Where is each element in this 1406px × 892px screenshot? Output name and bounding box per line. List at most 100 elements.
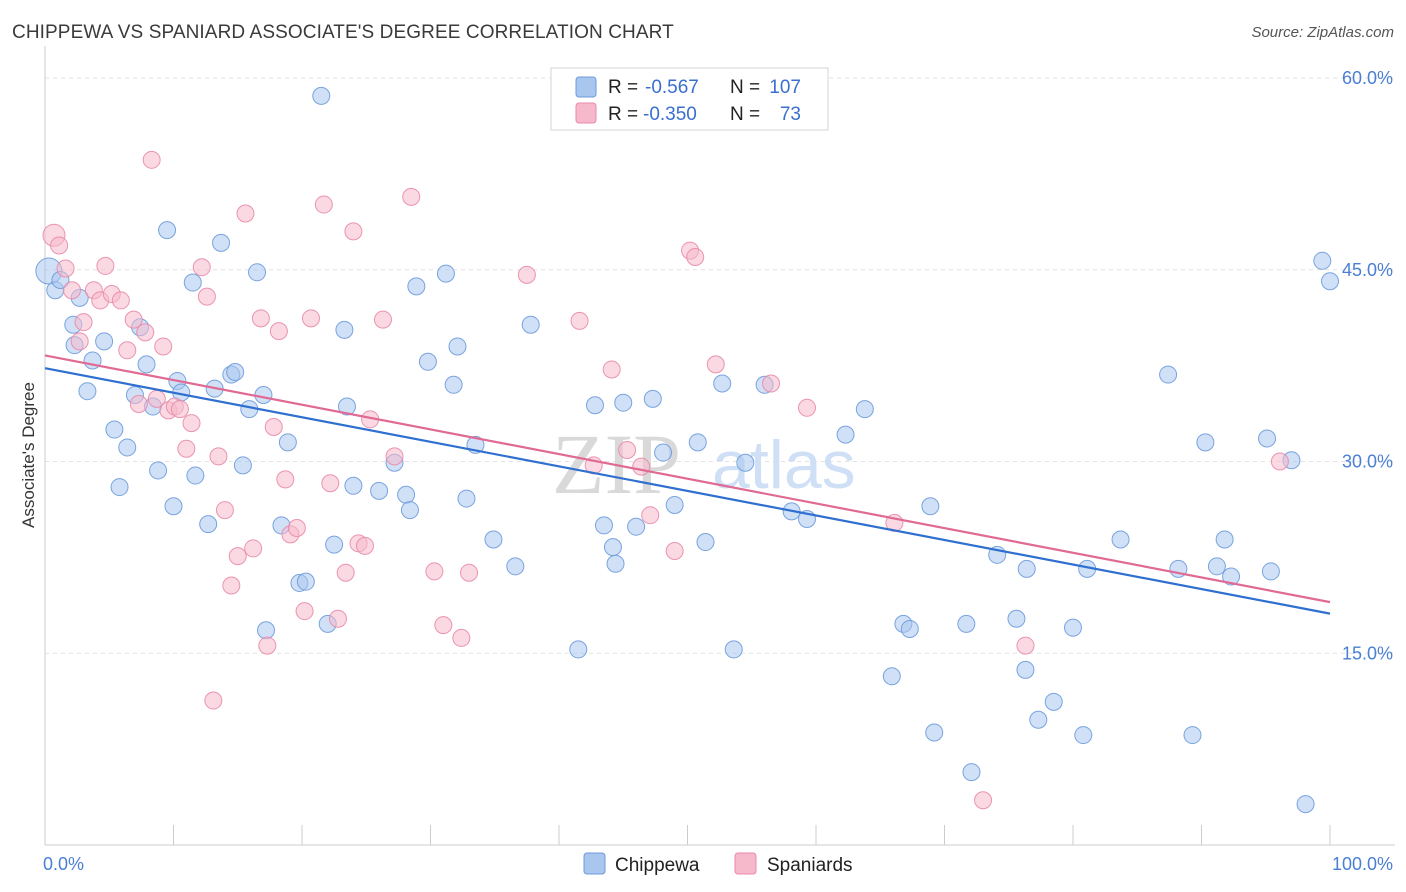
point-spaniards	[50, 236, 69, 255]
legend-frame	[550, 67, 829, 131]
point-chippewa	[665, 495, 684, 514]
point-spaniards	[236, 204, 255, 223]
point-chippewa	[900, 619, 919, 638]
point-chippewa	[957, 614, 976, 633]
point-spaniards	[204, 691, 223, 710]
point-chippewa	[254, 386, 273, 405]
source-credit: Source: ZipAtlas.com	[1251, 24, 1394, 41]
point-spaniards	[344, 222, 363, 241]
point-spaniards	[434, 616, 453, 635]
point-chippewa	[1111, 530, 1130, 549]
point-chippewa	[921, 497, 940, 516]
point-chippewa	[1183, 726, 1202, 745]
point-spaniards	[328, 609, 347, 628]
point-spaniards	[258, 636, 277, 655]
legend-n-value-1: 107	[769, 77, 801, 98]
x-tick-label: 100.0%	[1332, 854, 1393, 874]
point-chippewa	[436, 264, 455, 283]
data-points	[35, 86, 1339, 814]
y-tick-label: 60.0%	[1342, 68, 1393, 88]
point-spaniards	[197, 287, 216, 306]
point-spaniards	[355, 536, 374, 555]
point-spaniards	[974, 791, 993, 810]
point-spaniards	[154, 337, 173, 356]
point-spaniards	[251, 309, 270, 328]
point-chippewa	[606, 554, 625, 573]
y-axis-label: Associate's Degree	[19, 382, 38, 528]
point-spaniards	[686, 247, 705, 266]
point-chippewa	[484, 530, 503, 549]
point-spaniards	[177, 439, 196, 458]
point-spaniards	[1016, 636, 1035, 655]
y-tick-label: 15.0%	[1342, 643, 1393, 663]
y-tick-label: 45.0%	[1342, 260, 1393, 280]
point-chippewa	[736, 453, 755, 472]
point-chippewa	[1296, 795, 1315, 814]
point-chippewa	[407, 277, 426, 296]
point-spaniards	[402, 187, 421, 206]
point-spaniards	[129, 394, 148, 413]
point-chippewa	[882, 667, 901, 686]
point-spaniards	[215, 501, 234, 520]
point-spaniards	[314, 195, 333, 214]
trend-line-chippewa	[44, 367, 1331, 615]
point-spaniards	[632, 457, 651, 476]
point-chippewa	[312, 86, 331, 105]
point-spaniards	[264, 417, 283, 436]
axes	[44, 46, 1395, 846]
point-spaniards	[1270, 452, 1289, 471]
point-chippewa	[836, 425, 855, 444]
bottom-legend-swatch-chippewa	[583, 852, 606, 875]
point-spaniards	[182, 414, 201, 433]
trend-lines	[44, 354, 1331, 615]
point-spaniards	[287, 518, 306, 537]
point-spaniards	[321, 474, 340, 493]
bottom-legend-swatch-spaniards	[734, 852, 757, 875]
bottom-legend-chippewa: Chippewa	[615, 855, 700, 876]
bottom-legend: Chippewa Spaniards	[583, 852, 853, 876]
point-chippewa	[1313, 251, 1332, 270]
legend-r-label-1: R =	[608, 77, 638, 98]
point-chippewa	[337, 397, 356, 416]
point-chippewa	[278, 433, 297, 452]
watermark: ZIP atlas	[552, 416, 856, 512]
bottom-legend-spaniards: Spaniards	[767, 855, 853, 876]
point-spaniards	[118, 341, 137, 360]
legend-n-label-1: N =	[730, 77, 760, 98]
point-spaniards	[244, 539, 263, 558]
legend-r-value-1: -0.567	[645, 77, 699, 98]
point-chippewa	[506, 557, 525, 576]
point-chippewa	[226, 363, 245, 382]
point-chippewa	[1222, 567, 1241, 586]
point-chippewa	[118, 438, 137, 457]
point-spaniards	[136, 323, 155, 342]
point-chippewa	[1196, 433, 1215, 452]
point-chippewa	[212, 233, 231, 252]
point-chippewa	[233, 456, 252, 475]
point-chippewa	[1017, 559, 1036, 578]
point-chippewa	[1258, 429, 1277, 448]
point-spaniards	[295, 602, 314, 621]
legend-r-label-2: R =	[608, 104, 638, 125]
y-tick-label: 30.0%	[1342, 452, 1393, 472]
point-chippewa	[199, 515, 218, 534]
point-spaniards	[170, 400, 189, 419]
point-chippewa	[1215, 530, 1234, 549]
point-spaniards	[460, 563, 479, 582]
point-spaniards	[798, 398, 817, 417]
x-tick-label: 0.0%	[43, 854, 84, 874]
point-chippewa	[713, 374, 732, 393]
point-chippewa	[370, 481, 389, 500]
point-chippewa	[335, 320, 354, 339]
point-spaniards	[74, 313, 93, 332]
point-spaniards	[228, 547, 247, 566]
point-spaniards	[111, 291, 130, 310]
point-chippewa	[95, 332, 114, 351]
point-spaniards	[762, 374, 781, 393]
point-chippewa	[594, 516, 613, 535]
legend-swatch-chippewa	[575, 76, 597, 98]
point-chippewa	[296, 572, 315, 591]
point-spaniards	[665, 541, 684, 560]
point-spaniards	[62, 281, 81, 300]
